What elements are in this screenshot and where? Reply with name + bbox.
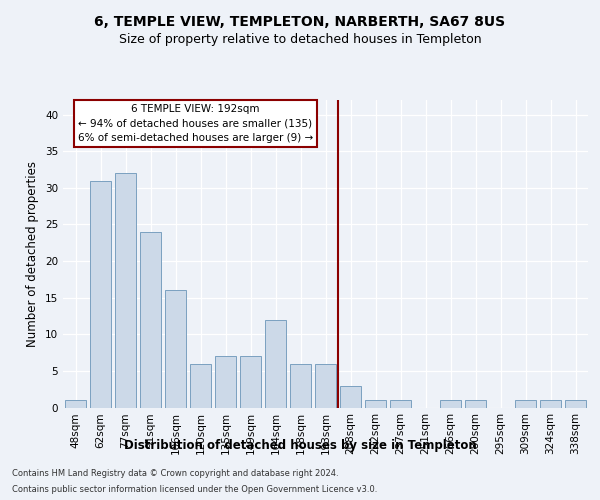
Bar	[315, 364, 336, 408]
Bar	[390, 400, 411, 407]
Bar	[565, 400, 586, 407]
Text: Distribution of detached houses by size in Templeton: Distribution of detached houses by size …	[124, 440, 476, 452]
Text: Size of property relative to detached houses in Templeton: Size of property relative to detached ho…	[119, 34, 481, 46]
Bar	[190, 364, 211, 408]
Bar	[140, 232, 161, 408]
Bar	[265, 320, 286, 408]
Text: Contains HM Land Registry data © Crown copyright and database right 2024.: Contains HM Land Registry data © Crown c…	[12, 470, 338, 478]
Bar	[515, 400, 536, 407]
Bar	[365, 400, 386, 407]
Bar	[215, 356, 236, 408]
Bar	[440, 400, 461, 407]
Bar	[290, 364, 311, 408]
Text: 6 TEMPLE VIEW: 192sqm
← 94% of detached houses are smaller (135)
6% of semi-deta: 6 TEMPLE VIEW: 192sqm ← 94% of detached …	[78, 104, 313, 144]
Y-axis label: Number of detached properties: Number of detached properties	[26, 161, 40, 347]
Text: Contains public sector information licensed under the Open Government Licence v3: Contains public sector information licen…	[12, 484, 377, 494]
Bar	[465, 400, 486, 407]
Bar	[65, 400, 86, 407]
Bar	[540, 400, 561, 407]
Bar	[165, 290, 186, 408]
Bar	[90, 180, 111, 408]
Bar	[240, 356, 261, 408]
Bar	[340, 386, 361, 407]
Text: 6, TEMPLE VIEW, TEMPLETON, NARBERTH, SA67 8US: 6, TEMPLE VIEW, TEMPLETON, NARBERTH, SA6…	[94, 16, 506, 30]
Bar	[115, 173, 136, 408]
